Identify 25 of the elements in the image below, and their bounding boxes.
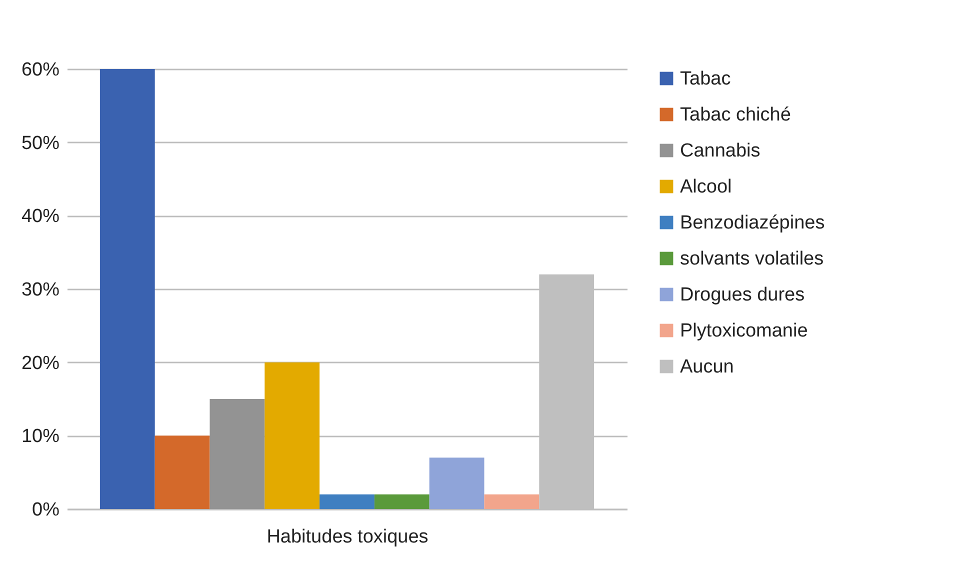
legend-label: solvants volatiles <box>680 248 824 270</box>
legend-label: Tabac <box>680 68 731 90</box>
y-tick-label: 50% <box>21 132 60 154</box>
bar <box>100 69 155 509</box>
legend-label: Benzodiazépines <box>680 212 825 234</box>
y-tick-label: 60% <box>21 60 60 80</box>
y-tick-label: 20% <box>21 352 60 374</box>
bar <box>154 436 210 509</box>
y-tick-label: 10% <box>21 426 60 448</box>
bar <box>320 494 374 509</box>
legend-label: Aucun <box>680 356 734 378</box>
y-tick-label: 0% <box>32 500 60 520</box>
legend-label: Plytoxicomanie <box>680 320 808 342</box>
legend-label: Alcool <box>680 176 732 198</box>
bar <box>374 494 430 509</box>
legend-label: Tabac chiché <box>680 104 791 126</box>
bar <box>429 458 484 509</box>
legend-label: Drogues dures <box>680 284 805 306</box>
y-tick-label: 30% <box>21 280 60 300</box>
bar <box>484 494 540 509</box>
legend-label: Cannabis <box>680 140 760 162</box>
bar <box>210 399 265 509</box>
x-axis-title: Habitudes toxiques <box>266 526 428 548</box>
bar <box>264 362 320 509</box>
y-tick-label: 40% <box>21 206 60 228</box>
